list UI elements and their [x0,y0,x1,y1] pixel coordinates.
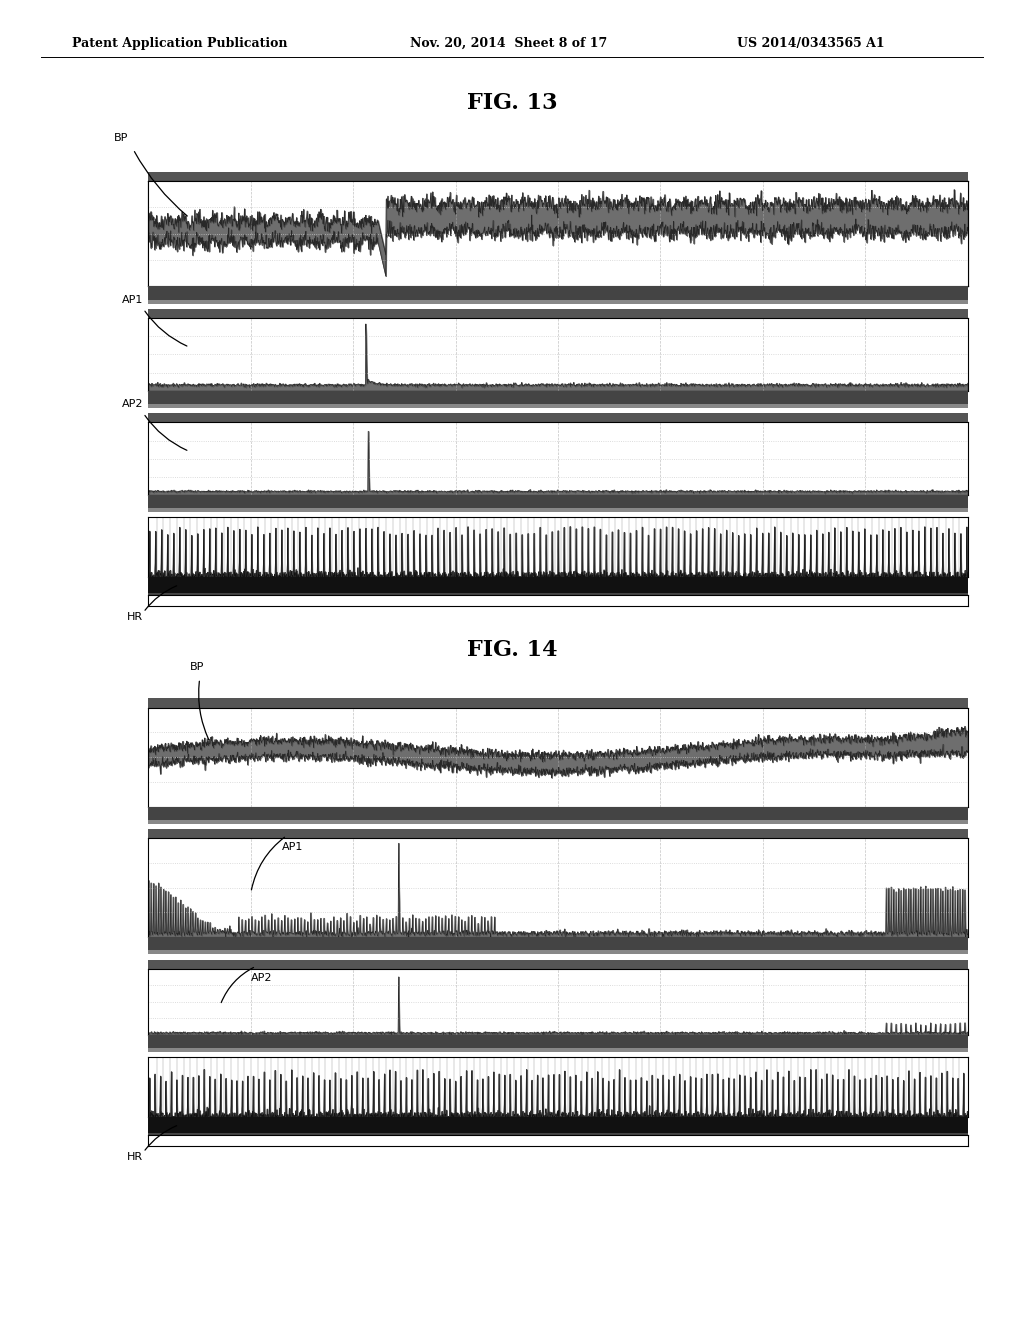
Text: US 2014/0343565 A1: US 2014/0343565 A1 [737,37,885,50]
Text: HR: HR [127,1152,143,1163]
Text: HR: HR [127,612,143,623]
Text: Patent Application Publication: Patent Application Publication [72,37,287,50]
Text: AP1: AP1 [282,842,303,853]
Text: AP1: AP1 [122,294,143,305]
Text: FIG. 13: FIG. 13 [467,92,557,115]
Text: Nov. 20, 2014  Sheet 8 of 17: Nov. 20, 2014 Sheet 8 of 17 [410,37,607,50]
Text: FIG. 14: FIG. 14 [467,639,557,661]
Text: AP2: AP2 [122,399,143,409]
Text: BP: BP [114,132,128,143]
Text: AP2: AP2 [251,973,272,983]
Text: BP: BP [189,661,204,672]
